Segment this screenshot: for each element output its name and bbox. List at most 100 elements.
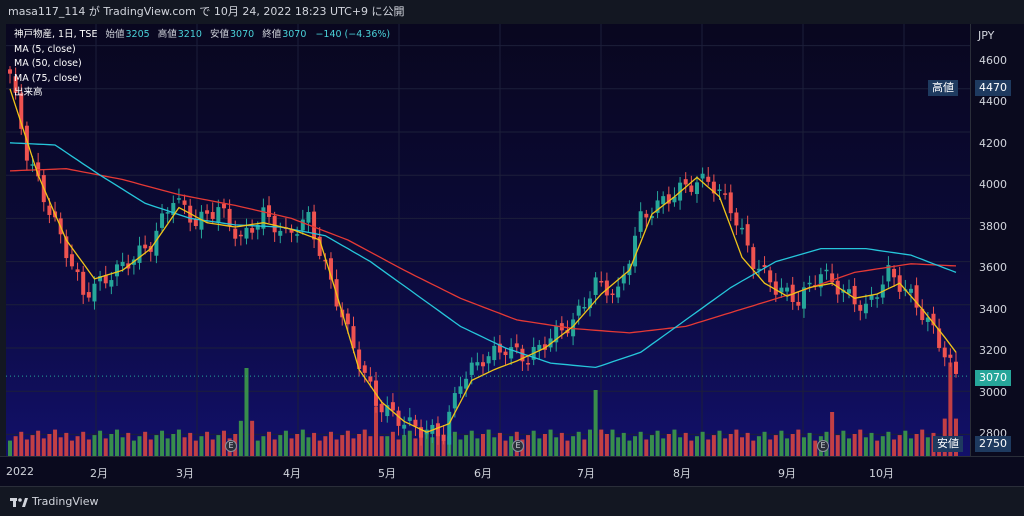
candle-body: [779, 287, 784, 293]
volume-bar: [880, 436, 885, 456]
volume-bar: [334, 439, 339, 456]
price-tick: 3200: [979, 344, 1007, 357]
volume-bar: [526, 435, 531, 456]
candle-body: [824, 269, 829, 272]
volume-bar: [210, 439, 215, 456]
volume-bar: [655, 430, 660, 456]
volume-bar: [267, 431, 272, 456]
candle-body: [818, 274, 823, 288]
volume-bar: [723, 438, 728, 456]
candle-body: [869, 295, 874, 300]
volume-bar: [830, 412, 835, 456]
low-price-label-badge: 安値: [933, 436, 963, 452]
candle-body: [19, 93, 24, 129]
volume-bar: [751, 440, 756, 456]
volume-bar: [897, 435, 902, 456]
legend-symbol[interactable]: 神戸物産, 1日, TSE: [14, 29, 98, 40]
legend-volume[interactable]: 出来高: [14, 87, 43, 98]
volume-bar: [407, 430, 412, 456]
volume-bar: [548, 429, 553, 456]
volume-bar: [886, 431, 891, 456]
legend-symbol-row[interactable]: 神戸物産, 1日, TSE 始値3205 高値3210 安値3070 終値307…: [14, 28, 390, 43]
price-tick: 4000: [979, 178, 1007, 191]
candle-body: [587, 298, 592, 309]
legend-ma75[interactable]: MA (75, close): [14, 72, 82, 84]
candle-body: [683, 179, 688, 185]
candle-body: [740, 227, 745, 230]
high-price-value-badge: 4470: [975, 80, 1011, 96]
volume-bar: [176, 429, 181, 456]
volume-bar: [610, 429, 615, 456]
volume-bar: [374, 406, 379, 456]
candle-body: [734, 212, 739, 226]
tradingview-brand[interactable]: TradingView: [10, 495, 98, 508]
volume-bar: [599, 429, 604, 456]
candle-body: [616, 286, 621, 298]
volume-bar: [908, 438, 913, 456]
time-axis[interactable]: 2022 2月 3月 4月 5月 6月 7月 8月 9月 10月: [0, 456, 1024, 486]
candle-body: [593, 277, 598, 295]
candle-body: [244, 227, 249, 239]
volume-bar: [24, 439, 29, 456]
candle-body: [390, 402, 395, 411]
volume-bar: [278, 435, 283, 456]
candle-body: [497, 343, 502, 353]
volume-bar: [835, 435, 840, 456]
volume-bar: [486, 429, 491, 456]
volume-bar: [75, 436, 80, 456]
legend-ma50[interactable]: MA (50, close): [14, 58, 82, 69]
candle-body: [954, 361, 958, 374]
time-tick: 7月: [577, 467, 595, 480]
volume-bar: [858, 429, 863, 456]
volume-bar: [914, 434, 919, 456]
volume-bar: [678, 437, 683, 456]
candle-body: [278, 230, 283, 236]
volume-bar: [604, 434, 609, 456]
candle-body: [514, 343, 519, 348]
volume-bar: [345, 430, 350, 456]
earnings-event-icon[interactable]: E: [512, 440, 524, 452]
volume-bar: [30, 435, 35, 456]
volume-bar: [171, 434, 176, 456]
volume-bar: [58, 437, 63, 456]
candle-body: [604, 280, 609, 296]
candle-body: [863, 303, 868, 314]
volume-bar: [362, 429, 367, 456]
volume-bar: [841, 430, 846, 456]
candle-body: [649, 216, 654, 218]
volume-bar: [295, 434, 300, 456]
candle-body: [847, 289, 852, 294]
legend-ma5[interactable]: MA (5, close): [14, 43, 76, 55]
publish-caption: masa117_114 が TradingView.com で 10月 24, …: [8, 5, 405, 18]
candle-body: [407, 417, 412, 421]
candle-body: [655, 200, 660, 213]
candle-body: [723, 193, 728, 195]
footer-bar: TradingView: [0, 486, 1024, 516]
chart-pane[interactable]: [6, 24, 970, 456]
candle-body: [272, 215, 277, 233]
candle-body: [694, 182, 699, 195]
volume-bar: [244, 368, 249, 456]
volume-bar: [188, 432, 193, 456]
candle-body: [312, 211, 317, 240]
candle-body: [509, 347, 514, 359]
candle-body: [221, 203, 226, 209]
volume-bar: [323, 436, 328, 456]
candle-body: [402, 424, 407, 429]
low-price-value-badge: 2750: [975, 436, 1011, 452]
candle-body: [689, 185, 694, 192]
earnings-event-icon[interactable]: E: [817, 440, 829, 452]
candle-body: [182, 200, 187, 205]
candle-body: [379, 403, 384, 413]
candle-body: [98, 276, 103, 282]
earnings-event-icon[interactable]: E: [225, 440, 237, 452]
volume-bar: [199, 436, 204, 456]
candle-body: [193, 219, 198, 226]
volume-bar: [368, 436, 373, 456]
volume-bar: [205, 431, 210, 456]
legend-close-label: 終値: [262, 29, 282, 40]
candle-body: [289, 229, 294, 233]
price-chart[interactable]: [6, 24, 970, 456]
candle-body: [728, 192, 733, 214]
candle-body: [925, 317, 930, 322]
